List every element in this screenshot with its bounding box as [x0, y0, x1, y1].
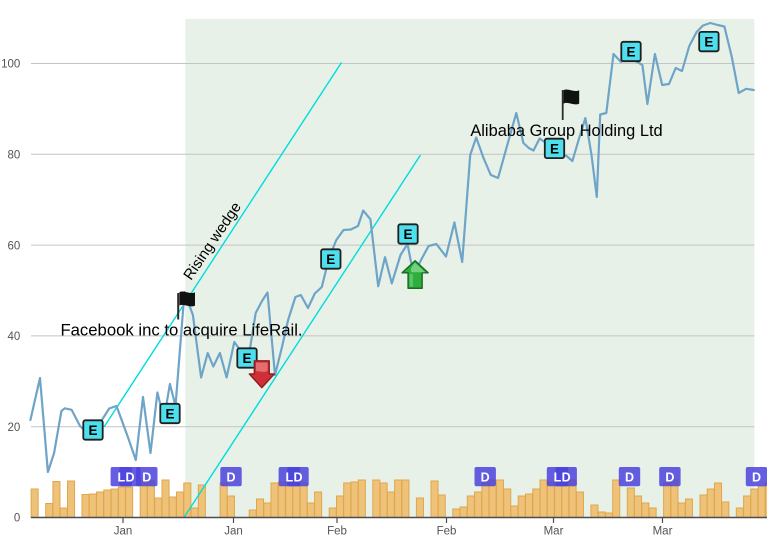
svg-text:D: D: [752, 471, 761, 485]
svg-text:L: L: [117, 471, 125, 485]
svg-text:Feb: Feb: [437, 526, 457, 538]
svg-text:0: 0: [14, 513, 20, 525]
svg-text:20: 20: [8, 422, 21, 434]
svg-text:E: E: [165, 407, 174, 422]
svg-text:D: D: [226, 471, 235, 485]
svg-text:40: 40: [8, 331, 21, 343]
svg-text:D: D: [481, 471, 490, 485]
svg-text:D: D: [562, 471, 571, 485]
svg-text:Mar: Mar: [653, 526, 673, 538]
svg-text:D: D: [293, 471, 302, 485]
svg-text:E: E: [626, 45, 635, 60]
svg-text:60: 60: [8, 240, 21, 252]
svg-text:E: E: [326, 252, 335, 267]
svg-text:D: D: [625, 471, 634, 485]
svg-text:Facebook inc to acquire LifeRa: Facebook inc to acquire LifeRail.: [60, 321, 302, 340]
svg-text:80: 80: [8, 150, 21, 162]
svg-text:L: L: [285, 471, 293, 485]
svg-text:E: E: [704, 35, 713, 50]
svg-text:100: 100: [1, 59, 20, 71]
svg-text:Alibaba Group Holding Ltd: Alibaba Group Holding Ltd: [470, 122, 662, 140]
svg-text:D: D: [142, 471, 151, 485]
svg-text:L: L: [554, 471, 562, 485]
svg-text:E: E: [88, 423, 97, 438]
svg-text:D: D: [665, 471, 674, 485]
svg-text:E: E: [403, 227, 412, 242]
svg-text:D: D: [125, 471, 134, 485]
svg-text:Feb: Feb: [327, 526, 347, 538]
svg-text:Jan: Jan: [114, 526, 133, 538]
svg-text:E: E: [242, 351, 251, 366]
svg-text:Mar: Mar: [544, 526, 564, 538]
svg-text:Jan: Jan: [224, 526, 243, 538]
svg-text:E: E: [550, 141, 559, 156]
